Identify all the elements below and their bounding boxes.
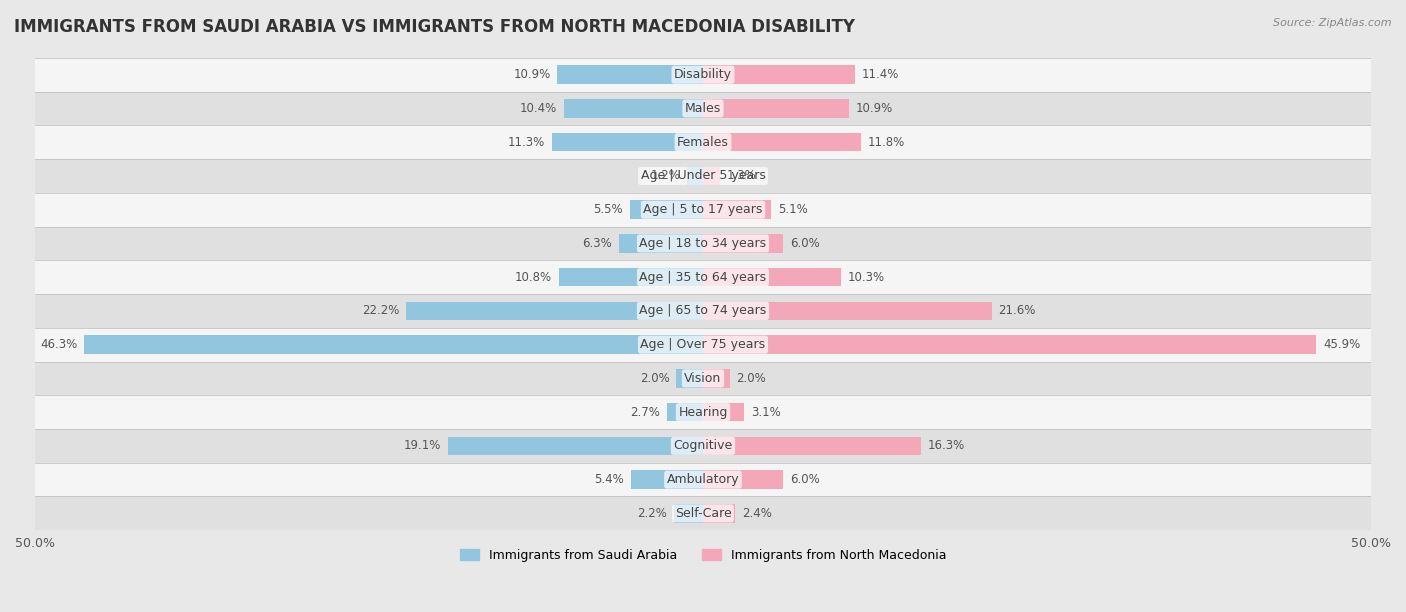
Bar [703,200,770,219]
Text: 11.8%: 11.8% [868,136,904,149]
Text: 6.0%: 6.0% [790,237,820,250]
Text: 5.5%: 5.5% [593,203,623,216]
Text: 1.3%: 1.3% [727,170,756,182]
Text: Ambulatory: Ambulatory [666,473,740,486]
Text: Age | Over 75 years: Age | Over 75 years [641,338,765,351]
Bar [703,234,783,253]
Bar [703,268,841,286]
Text: Age | 65 to 74 years: Age | 65 to 74 years [640,304,766,318]
Bar [688,166,703,185]
Text: 11.3%: 11.3% [508,136,546,149]
Bar [84,335,703,354]
Text: Age | Under 5 years: Age | Under 5 years [641,170,765,182]
Bar [673,504,703,523]
Bar [35,260,1371,294]
Bar [449,436,703,455]
Bar [35,92,1371,125]
Bar [35,58,1371,92]
Bar [35,159,1371,193]
Bar [703,436,921,455]
Bar [703,504,735,523]
Text: 22.2%: 22.2% [363,304,399,318]
Text: 1.2%: 1.2% [651,170,681,182]
Bar [676,369,703,387]
Text: 5.4%: 5.4% [595,473,624,486]
Text: 6.0%: 6.0% [790,473,820,486]
Bar [703,369,730,387]
Text: 3.1%: 3.1% [751,406,780,419]
Bar [703,335,1316,354]
Bar [703,302,991,320]
Bar [564,99,703,118]
Bar [35,193,1371,226]
Bar [558,268,703,286]
Text: Age | 5 to 17 years: Age | 5 to 17 years [644,203,762,216]
Text: Females: Females [678,136,728,149]
Text: 46.3%: 46.3% [41,338,77,351]
Bar [557,65,703,84]
Bar [703,65,855,84]
Text: Age | 18 to 34 years: Age | 18 to 34 years [640,237,766,250]
Text: Vision: Vision [685,372,721,385]
Text: Self-Care: Self-Care [675,507,731,520]
Text: 21.6%: 21.6% [998,304,1036,318]
Bar [630,200,703,219]
Legend: Immigrants from Saudi Arabia, Immigrants from North Macedonia: Immigrants from Saudi Arabia, Immigrants… [456,543,950,567]
Bar [703,166,720,185]
Bar [35,328,1371,362]
Text: 10.4%: 10.4% [520,102,557,115]
Text: 10.3%: 10.3% [848,271,884,284]
Bar [666,403,703,422]
Text: 10.9%: 10.9% [513,68,551,81]
Text: 10.9%: 10.9% [855,102,893,115]
Text: Source: ZipAtlas.com: Source: ZipAtlas.com [1274,18,1392,28]
Text: IMMIGRANTS FROM SAUDI ARABIA VS IMMIGRANTS FROM NORTH MACEDONIA DISABILITY: IMMIGRANTS FROM SAUDI ARABIA VS IMMIGRAN… [14,18,855,36]
Text: 16.3%: 16.3% [928,439,965,452]
Text: 45.9%: 45.9% [1323,338,1360,351]
Text: Males: Males [685,102,721,115]
Text: 6.3%: 6.3% [582,237,612,250]
Bar [703,403,744,422]
Bar [35,395,1371,429]
Text: Age | 35 to 64 years: Age | 35 to 64 years [640,271,766,284]
Bar [406,302,703,320]
Bar [35,429,1371,463]
Bar [703,471,783,489]
Bar [35,496,1371,530]
Text: 2.7%: 2.7% [630,406,661,419]
Text: 2.4%: 2.4% [742,507,772,520]
Text: Cognitive: Cognitive [673,439,733,452]
Bar [35,463,1371,496]
Bar [703,133,860,152]
Bar [631,471,703,489]
Text: 10.8%: 10.8% [515,271,553,284]
Text: 2.2%: 2.2% [637,507,666,520]
Text: Hearing: Hearing [678,406,728,419]
Text: 5.1%: 5.1% [778,203,807,216]
Text: Disability: Disability [673,68,733,81]
Bar [619,234,703,253]
Text: 2.0%: 2.0% [737,372,766,385]
Text: 2.0%: 2.0% [640,372,669,385]
Bar [35,125,1371,159]
Text: 19.1%: 19.1% [404,439,441,452]
Bar [35,362,1371,395]
Bar [35,294,1371,328]
Bar [553,133,703,152]
Bar [35,226,1371,260]
Bar [703,99,849,118]
Text: 11.4%: 11.4% [862,68,900,81]
